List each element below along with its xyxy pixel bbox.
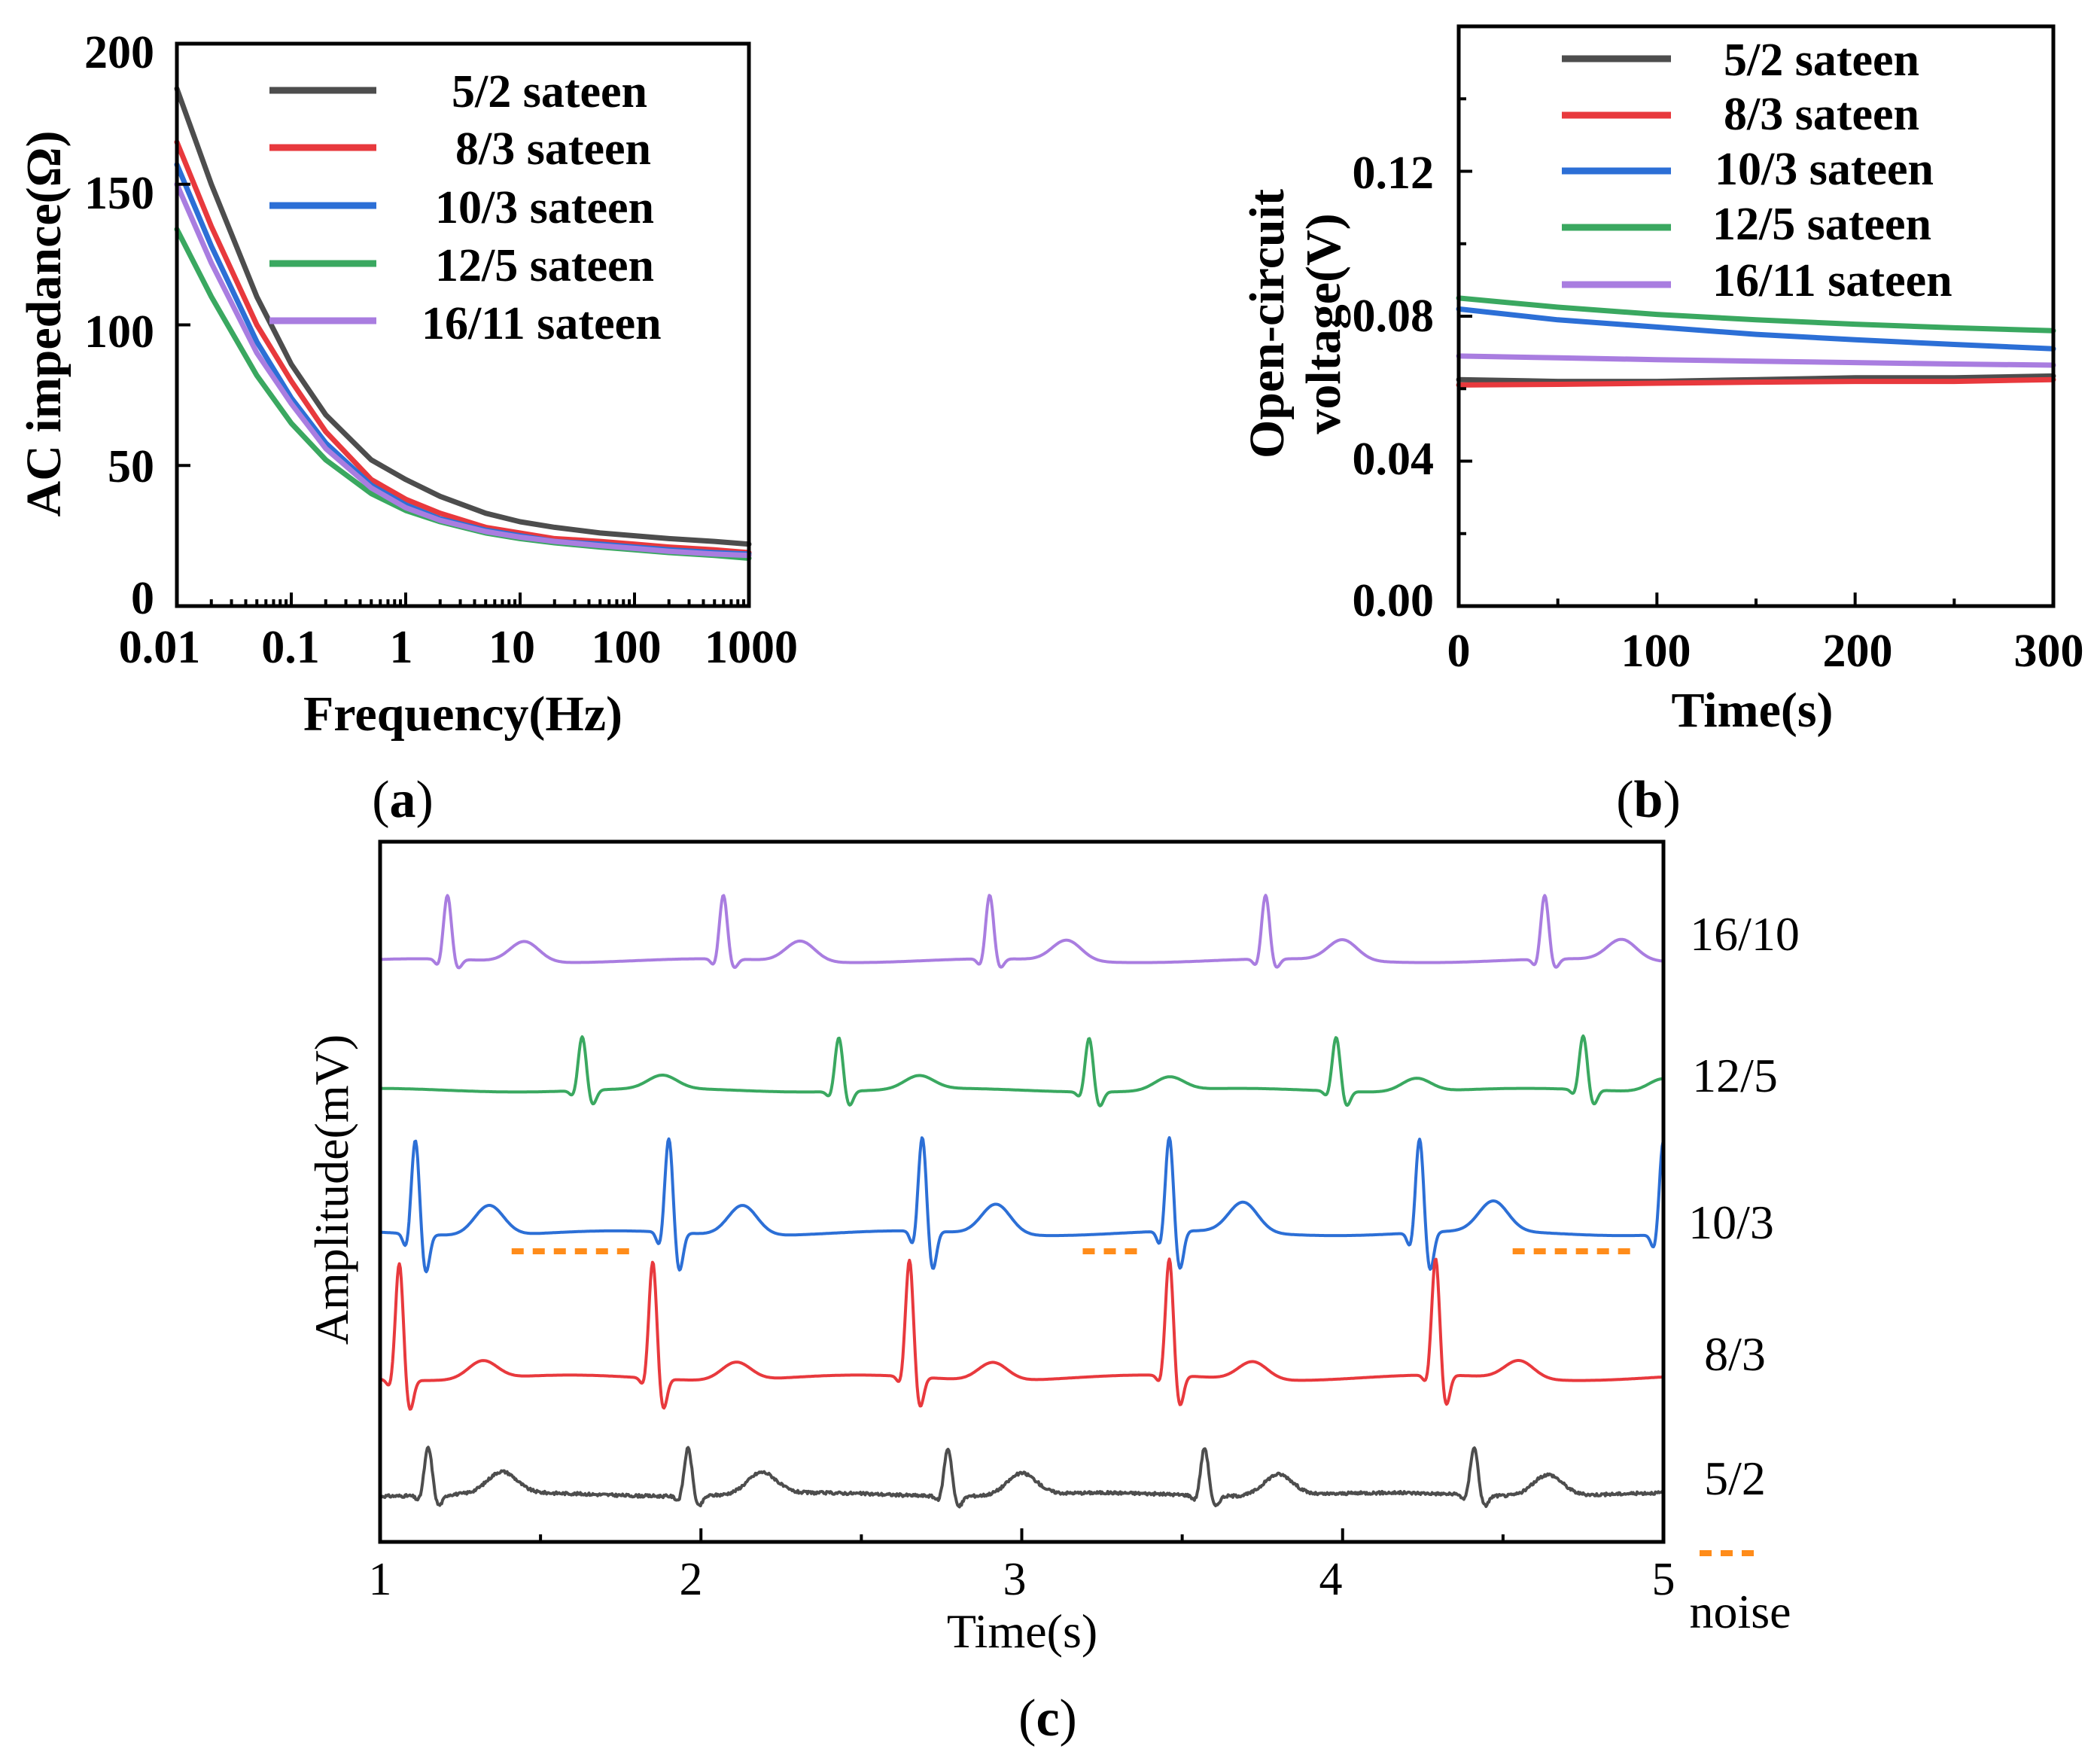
panel-c-label: (c) — [1018, 1689, 1077, 1747]
panel-a-ytick-label: 200 — [84, 27, 154, 78]
legend-label: 16/11 sateen — [1712, 255, 1952, 306]
panel-a-ytick-label: 0 — [131, 573, 154, 624]
ecg-trace-8-3 — [379, 1257, 1664, 1411]
trace-label-16-10: 16/10 — [1690, 907, 1800, 961]
panel-a-xtick-label: 10 — [488, 622, 535, 673]
panel-a-xtick-label: 0.1 — [261, 622, 320, 673]
panel-a-impedance-chart: 200 150 100 50 0 0.01 0.1 1 10 100 1000 … — [17, 27, 798, 829]
panel-b-series-group — [1456, 295, 2056, 388]
noise-legend-label: noise — [1689, 1585, 1791, 1638]
trace-label-12-5: 12/5 — [1692, 1049, 1778, 1102]
panel-b-ytick-label: 0.04 — [1353, 434, 1435, 485]
series-line-8-3-sateen — [1456, 376, 2056, 388]
panel-c-yaxis-title: Amplitude(mV) — [305, 1034, 358, 1345]
panel-b-yaxis-title-line1: Open-circuit — [1240, 189, 1295, 459]
ecg-trace-5-2 — [379, 1446, 1664, 1509]
panel-c-plot-frame — [378, 839, 1666, 1544]
panel-c-xtick-label: 2 — [680, 1554, 703, 1605]
panel-a-yaxis-title: AC impedance(Ω) — [17, 131, 72, 517]
panel-c-ecg-chart: 1 2 3 4 5 Time(s) Amplitude(mV) 16/10 12… — [305, 839, 1800, 1747]
panel-b-ytick-label: 0.08 — [1353, 291, 1435, 342]
panel-a-xtick-label: 1 — [390, 622, 413, 673]
panel-c-xtick-label: 1 — [369, 1554, 392, 1605]
panel-a-series-group — [174, 86, 752, 561]
legend-label: 12/5 sateen — [435, 240, 654, 291]
panel-b-ticks — [1457, 97, 2055, 608]
panel-a-ticks — [175, 42, 750, 608]
legend-label: 10/3 sateen — [435, 182, 654, 233]
legend-label: 5/2 sateen — [452, 66, 647, 117]
panel-c-xtick-label: 4 — [1319, 1554, 1343, 1605]
panel-a-xtick-label: 0.01 — [119, 622, 201, 673]
panel-a-xtick-label: 1000 — [705, 622, 798, 673]
legend-label: 16/11 sateen — [422, 298, 662, 349]
panel-b-yaxis-title-line2: voltage(V) — [1296, 213, 1351, 434]
panel-c-traces-group — [379, 894, 1665, 1509]
panel-a-ytick-label: 150 — [84, 168, 154, 219]
panel-b-xtick-label: 300 — [2014, 626, 2084, 677]
panel-b-ytick-label: 0.00 — [1353, 575, 1435, 626]
legend-label: 10/3 sateen — [1715, 144, 1934, 195]
panel-c-xtick-label: 3 — [1003, 1554, 1027, 1605]
trace-label-5-2: 5/2 — [1704, 1452, 1766, 1505]
series-line-8-3-sateen — [174, 139, 752, 556]
series-line-16-11-sateen — [1456, 353, 2056, 368]
panel-b-ytick-label: 0.12 — [1353, 148, 1435, 199]
panel-a-ytick-label: 50 — [108, 441, 154, 492]
panel-b-label: (b) — [1616, 771, 1681, 829]
legend-label: 5/2 sateen — [1724, 35, 1919, 86]
legend-label: 8/3 sateen — [455, 123, 651, 175]
panel-c-ticks — [379, 1528, 1665, 1542]
panel-b-xaxis-title: Time(s) — [1671, 683, 1833, 738]
panel-b-xtick-label: 0 — [1447, 626, 1471, 677]
panel-a-label: (a) — [372, 771, 434, 829]
trace-label-8-3: 8/3 — [1704, 1327, 1766, 1381]
panel-b-legend: 5/2 sateen 8/3 sateen 10/3 sateen 12/5 s… — [1562, 35, 1952, 306]
panel-a-legend: 5/2 sateen 8/3 sateen 10/3 sateen 12/5 s… — [269, 66, 662, 349]
ecg-trace-12-5 — [379, 1034, 1664, 1107]
panel-b-voltage-chart: 0.12 0.08 0.04 0.00 0 100 200 300 Time(s… — [1240, 24, 2084, 829]
series-line-10-3-sateen — [1456, 306, 2056, 352]
panel-b-xtick-label: 200 — [1823, 626, 1893, 677]
panel-b-xtick-label: 100 — [1621, 626, 1691, 677]
trace-label-10-3: 10/3 — [1688, 1196, 1774, 1249]
panel-c-xtick-label: 5 — [1652, 1554, 1675, 1605]
panel-a-xaxis-title: Frequency(Hz) — [303, 687, 622, 742]
series-line-16-11-sateen — [174, 181, 752, 559]
legend-label: 12/5 sateen — [1712, 199, 1931, 250]
ecg-trace-16-10 — [379, 894, 1664, 970]
panel-a-xtick-label: 100 — [592, 622, 662, 673]
legend-label: 8/3 sateen — [1724, 89, 1919, 140]
ecg-trace-10-3 — [379, 1136, 1665, 1274]
panel-c-xaxis-title: Time(s) — [947, 1604, 1097, 1658]
series-line-5-2-sateen — [174, 86, 752, 547]
series-line-12-5-sateen — [1456, 295, 2056, 334]
panel-a-ytick-label: 100 — [84, 306, 154, 358]
